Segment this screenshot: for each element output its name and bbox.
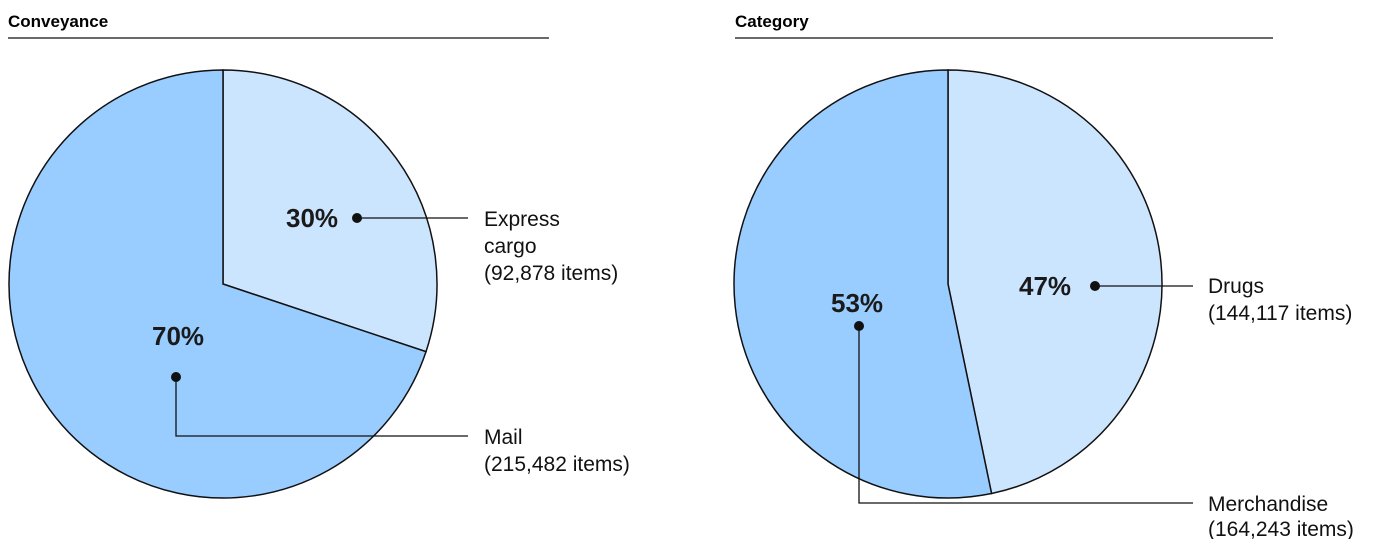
chart-title: Category [735,12,809,31]
slice-name-line: cargo [484,235,537,258]
slice-items-label: (215,482 items) [484,453,630,476]
slice-items-label: (92,878 items) [484,262,618,285]
slice-percent-label: 70% [152,321,204,351]
slice-name-line: Express [484,208,560,231]
slice-name-line: Drugs [1208,275,1264,298]
slice-items-label: (144,117 items) [1208,302,1352,325]
pie-slice-mail [8,69,427,499]
slice-name-line: Mail [484,426,523,449]
slice-items-label: (164,243 items) [1208,518,1354,539]
pie-slice-express-cargo [222,69,438,353]
callout-leader [858,326,1193,504]
chart-title: Conveyance [8,12,108,31]
pie-slice-merchandise [733,69,993,499]
pie-slice-drugs [947,69,1163,495]
callout-leader [175,377,468,437]
slice-name-line: Merchandise [1208,493,1328,516]
conveyance-chart: Conveyance 30% Express cargo (92,878 ite… [8,12,630,499]
slice-percent-label: 53% [831,288,883,318]
slice-percent-label: 47% [1019,271,1071,301]
slice-percent-label: 30% [286,203,338,233]
category-chart: Category 47% Drugs (144,117 items) 53% M… [733,12,1354,539]
